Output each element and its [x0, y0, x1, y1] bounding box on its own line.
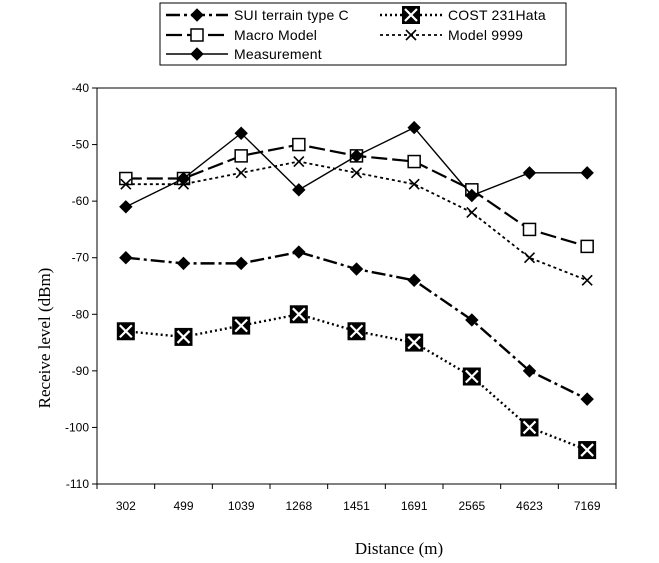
y-tick-label: -100 [65, 420, 89, 434]
x-tick-label: 7169 [574, 499, 601, 513]
series-line [125, 126, 588, 208]
plot-area: -110 -100 -90 -80 -70 -60 -50 -40 302 499 1039 1268… [65, 81, 617, 513]
legend-item: COST 231Hata [380, 6, 546, 24]
data-point [119, 251, 133, 265]
x-tick-label: 1451 [343, 499, 370, 513]
data-point [465, 188, 479, 203]
data-point [407, 273, 421, 288]
data-point [349, 262, 364, 276]
legend-marker [402, 6, 420, 24]
x-tick-label: 2565 [458, 499, 485, 513]
legend-label: Model 9999 [448, 27, 523, 43]
data-point [234, 256, 248, 271]
series-5 [119, 120, 594, 214]
x-tick-label: 1039 [228, 499, 255, 513]
legend: SUI terrain type C COST 231Hata Macro Mode… [159, 2, 567, 66]
data-point [522, 166, 537, 180]
y-tick-label: -60 [72, 194, 90, 208]
legend-item: Measurement [166, 46, 322, 62]
data-point [292, 183, 306, 197]
series-group [116, 120, 597, 460]
data-point [347, 322, 366, 341]
data-point [232, 316, 251, 335]
y-tick-label: -110 [66, 477, 89, 491]
legend-item: SUI terrain type C [166, 7, 349, 23]
data-point [349, 149, 364, 163]
data-point [580, 239, 594, 254]
legend-marker [405, 29, 417, 41]
x-tick-label: 499 [173, 499, 193, 513]
legend-item: Model 9999 [380, 27, 523, 43]
data-point [174, 327, 193, 346]
data-point [119, 171, 133, 186]
legend-label: COST 231Hata [448, 7, 546, 23]
data-point [235, 167, 247, 179]
series-4 [120, 155, 593, 286]
data-point [292, 137, 306, 152]
y-tick-label: -80 [72, 307, 90, 321]
data-point [462, 367, 481, 386]
data-point [523, 252, 536, 264]
data-point [580, 166, 594, 180]
plot-frame [96, 87, 617, 485]
data-point [522, 364, 537, 378]
legend-marker [190, 28, 204, 42]
data-point [176, 171, 191, 186]
data-point [120, 178, 132, 190]
data-point [520, 418, 539, 437]
x-tick-label: 4623 [516, 499, 543, 513]
data-point [292, 245, 306, 259]
data-point [578, 441, 597, 460]
series-2 [116, 305, 597, 460]
legend-marker [190, 8, 204, 22]
data-point [522, 222, 537, 237]
series-1 [119, 245, 594, 406]
y-tick-label: -90 [72, 364, 90, 378]
data-point [405, 333, 424, 352]
data-point [289, 305, 308, 324]
data-point [466, 206, 478, 219]
legend-label: Measurement [234, 46, 322, 62]
data-point [119, 200, 133, 214]
data-point [234, 149, 248, 163]
x-tick-label: 1691 [401, 499, 428, 513]
legend-marker [190, 47, 204, 61]
y-tick-label: -50 [72, 138, 90, 152]
legend-label: SUI terrain type C [234, 7, 349, 23]
data-point [580, 392, 594, 406]
data-point [465, 313, 479, 327]
data-point [176, 256, 191, 271]
x-axis-title: Distance (m) [355, 539, 443, 558]
y-axis-title: Receive level (dBm) [35, 268, 54, 409]
data-point [116, 322, 135, 341]
data-point [581, 274, 593, 286]
data-point [407, 154, 421, 169]
legend-item: Macro Model [166, 27, 317, 43]
y-tick-label: -40 [72, 81, 90, 95]
data-point [293, 155, 305, 168]
data-point [350, 167, 363, 179]
legend-label: Macro Model [234, 27, 317, 43]
y-tick-label: -70 [72, 251, 90, 265]
x-tick-label: 302 [116, 499, 136, 513]
data-point [407, 120, 421, 135]
data-point [408, 178, 420, 190]
data-point [234, 126, 248, 140]
x-tick-label: 1268 [285, 499, 312, 513]
